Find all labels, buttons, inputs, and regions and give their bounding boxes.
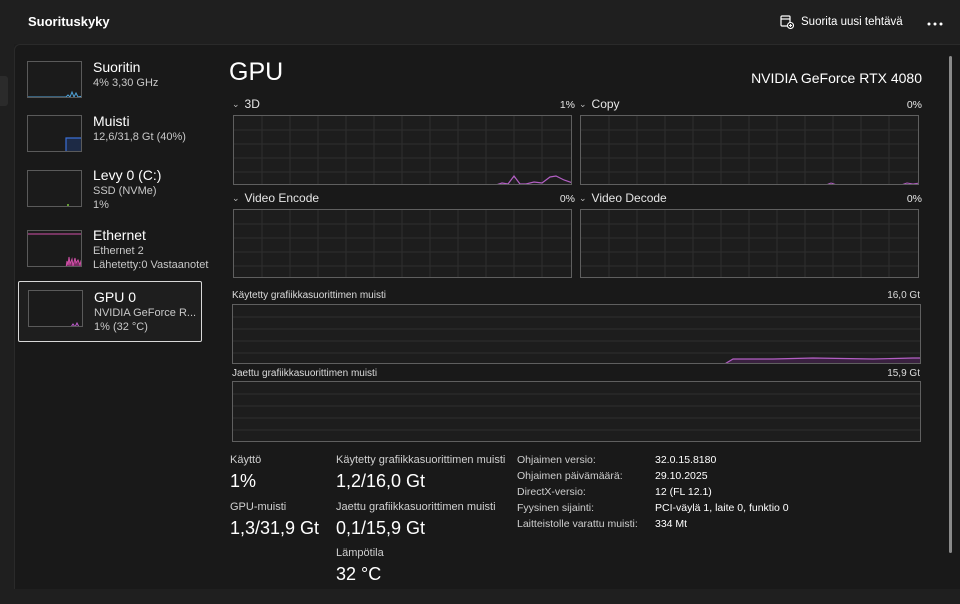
sidebar-item-cpu[interactable]: Suoritin 4% 3,30 GHz — [18, 57, 202, 117]
dedicated-memory-stat-value: 1,2/16,0 Gt — [336, 471, 426, 491]
device-name: GPU 0 — [94, 289, 137, 305]
temperature-label: Lämpötila — [336, 547, 384, 559]
shared-memory-graph — [232, 381, 921, 442]
usage-value: 1% — [230, 471, 257, 491]
engine-selector-3d[interactable]: ⌄ 3D — [232, 97, 260, 111]
chevron-down-icon: ⌄ — [232, 98, 240, 109]
device-detail: 1% (32 °C) — [94, 321, 148, 333]
vertical-scrollbar[interactable] — [949, 56, 952, 553]
dedicated-memory-label: Käytetty grafiikkasuorittimen muisti — [232, 290, 386, 301]
sidebar-item-gpu[interactable]: GPU 0 NVIDIA GeForce R... 1% (32 °C) — [18, 281, 202, 342]
shared-memory-label: Jaettu grafiikkasuorittimen muisti — [232, 368, 378, 379]
reserved-memory-key: Laitteistolle varattu muisti: — [517, 518, 638, 530]
device-detail: 4% 3,30 GHz — [93, 77, 159, 89]
reserved-memory-value: 334 Mt — [655, 518, 688, 530]
engine-selector-video-encode[interactable]: ⌄ Video Encode — [232, 191, 319, 205]
chevron-down-icon: ⌄ — [579, 192, 587, 203]
engine-label: Copy — [591, 97, 620, 111]
sidebar-item-ethernet[interactable]: Ethernet Ethernet 2 Lähetetty:0 Vastaano… — [18, 225, 208, 285]
more-options-button[interactable] — [924, 12, 946, 32]
engine-graph-3d — [233, 115, 572, 185]
device-name: Levy 0 (C:) — [93, 167, 162, 183]
gpu-heading: GPU — [229, 58, 284, 86]
nav-selected-indicator[interactable] — [0, 76, 8, 106]
directx-version-key: DirectX-versio: — [517, 486, 586, 498]
device-detail: Lähetetty:0 Vastaanotet — [93, 259, 209, 271]
bottom-bar — [0, 589, 960, 604]
engine-percent: 0% — [906, 99, 922, 111]
device-detail: SSD (NVMe) — [93, 185, 157, 197]
engine-selector-copy[interactable]: ⌄ Copy — [579, 97, 620, 111]
run-new-task-button[interactable]: Suorita uusi tehtävä — [780, 12, 903, 32]
run-task-icon — [780, 15, 794, 29]
device-name: Ethernet — [93, 227, 146, 243]
nav-strip — [0, 44, 14, 604]
sidebar-item-disk[interactable]: Levy 0 (C:) SSD (NVMe) 1% — [18, 165, 202, 225]
device-name: Suoritin — [93, 59, 141, 75]
driver-version-value: 32.0.15.8180 — [655, 454, 717, 466]
device-detail: Ethernet 2 — [93, 245, 144, 257]
physical-location-key: Fyysinen sijainti: — [517, 502, 595, 514]
engine-label: 3D — [244, 97, 260, 111]
device-detail: 1% — [93, 199, 109, 211]
title-bar: Suorituskyky Suorita uusi tehtävä — [0, 0, 960, 44]
ethernet-thumbnail — [27, 230, 82, 267]
device-detail: NVIDIA GeForce R... — [94, 307, 197, 319]
device-detail: 12,6/31,8 Gt (40%) — [93, 131, 186, 143]
engine-graph-copy — [580, 115, 919, 185]
engine-selector-video-decode[interactable]: ⌄ Video Decode — [579, 191, 667, 205]
gpu-thumbnail — [28, 290, 83, 327]
more-icon — [927, 13, 943, 31]
engine-label: Video Decode — [591, 191, 667, 205]
sidebar-item-memory[interactable]: Muisti 12,6/31,8 Gt (40%) — [18, 111, 202, 171]
shared-memory-max: 15,9 Gt — [887, 368, 920, 379]
performance-pane: Suoritin 4% 3,30 GHz Muisti 12,6/31,8 Gt… — [14, 44, 960, 589]
engine-percent: 0% — [906, 193, 922, 205]
chevron-down-icon: ⌄ — [579, 98, 587, 109]
disk-thumbnail — [27, 170, 82, 207]
usage-label: Käyttö — [230, 454, 262, 466]
gpu-model-name: NVIDIA GeForce RTX 4080 — [751, 70, 922, 86]
device-name: Muisti — [93, 113, 130, 129]
chevron-down-icon: ⌄ — [232, 192, 240, 203]
engine-percent: 0% — [559, 193, 575, 205]
shared-memory-stat-label: Jaettu grafiikkasuorittimen muisti — [336, 501, 496, 513]
driver-date-value: 29.10.2025 — [655, 470, 708, 482]
memory-thumbnail — [27, 115, 82, 152]
dedicated-memory-stat-label: Käytetty grafiikkasuorittimen muisti — [336, 454, 506, 466]
driver-version-key: Ohjaimen versio: — [517, 454, 596, 466]
engine-graph-video-encode — [233, 209, 572, 278]
cpu-thumbnail — [27, 61, 82, 98]
engine-graph-video-decode — [580, 209, 919, 278]
physical-location-value: PCI-väylä 1, laite 0, funktio 0 — [655, 502, 789, 514]
run-task-label: Suorita uusi tehtävä — [801, 16, 903, 28]
dedicated-memory-max: 16,0 Gt — [887, 290, 920, 301]
driver-date-key: Ohjaimen päivämäärä: — [517, 470, 623, 482]
dedicated-memory-graph — [232, 304, 921, 364]
temperature-value: 32 °C — [336, 564, 382, 584]
directx-version-value: 12 (FL 12.1) — [655, 486, 712, 498]
page-title: Suorituskyky — [28, 14, 110, 29]
engine-label: Video Encode — [244, 191, 320, 205]
engine-percent: 1% — [559, 99, 575, 111]
gpu-memory-value: 1,3/31,9 Gt — [230, 518, 320, 538]
gpu-memory-label: GPU-muisti — [230, 501, 287, 513]
shared-memory-stat-value: 0,1/15,9 Gt — [336, 518, 426, 538]
